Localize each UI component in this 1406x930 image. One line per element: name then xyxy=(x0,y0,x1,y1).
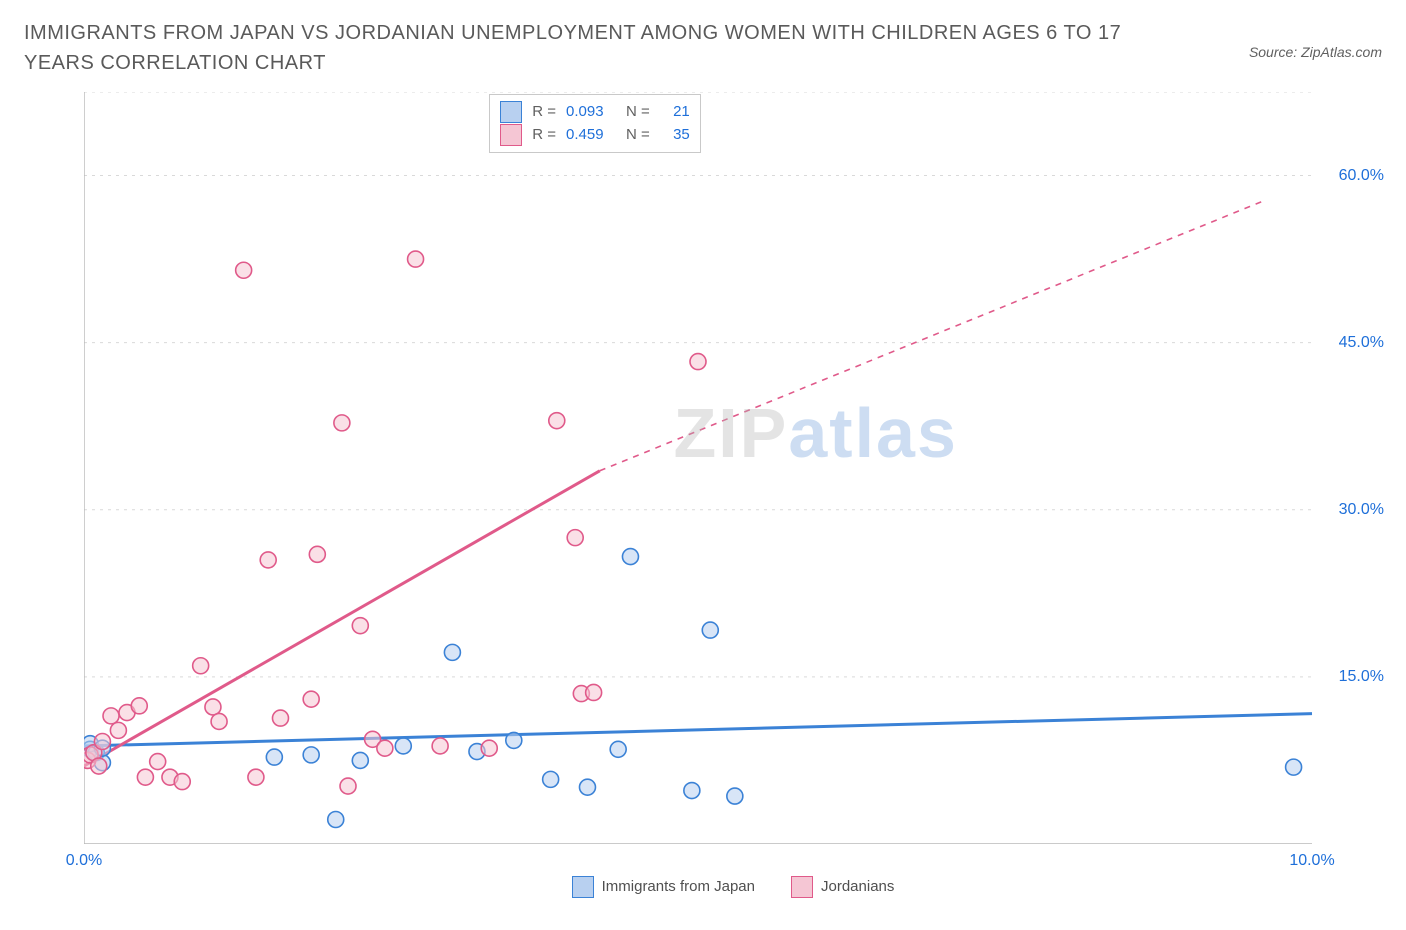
bottom-legend-item: Immigrants from Japan xyxy=(572,876,755,898)
legend-n-value: 21 xyxy=(660,101,690,124)
bottom-legend: Immigrants from Japan Jordanians xyxy=(84,874,1382,900)
legend-swatch xyxy=(500,124,522,146)
plot-area: ZIPatlas R =0.093N =21R =0.459N =35 15.0… xyxy=(84,92,1382,844)
x-tick-label: 0.0% xyxy=(66,852,102,870)
legend-n-label: N = xyxy=(626,101,650,124)
chart-title: IMMIGRANTS FROM JAPAN VS JORDANIAN UNEMP… xyxy=(24,18,1249,78)
scatter-svg xyxy=(84,92,1382,844)
legend-n-value: 35 xyxy=(660,124,690,147)
legend-r-value: 0.459 xyxy=(566,124,616,147)
legend-label: Jordanians xyxy=(821,878,894,895)
stats-legend-row: R = 0.093 N = 21 xyxy=(500,101,690,124)
legend-label: Immigrants from Japan xyxy=(602,878,755,895)
y-tick-label: 60.0% xyxy=(1339,167,1384,185)
legend-r-value: 0.093 xyxy=(566,101,616,124)
legend-swatch xyxy=(791,876,813,898)
legend-r-label: R = xyxy=(532,101,556,124)
stats-legend-row: R = 0.459 N = 35 xyxy=(500,124,690,147)
legend-swatch xyxy=(500,101,522,123)
y-tick-label: 15.0% xyxy=(1339,668,1384,686)
chart-container: Unemployment Among Women with Children A… xyxy=(24,92,1382,900)
x-tick-label: 10.0% xyxy=(1289,852,1334,870)
stats-legend: R = 0.093 N = 21 R = 0.459 N = 35 xyxy=(489,94,701,153)
legend-r-label: R = xyxy=(532,124,556,147)
source-label: Source: ZipAtlas.com xyxy=(1249,18,1382,60)
legend-n-label: N = xyxy=(626,124,650,147)
bottom-legend-item: Jordanians xyxy=(791,876,894,898)
y-tick-label: 45.0% xyxy=(1339,334,1384,352)
legend-swatch xyxy=(572,876,594,898)
y-tick-label: 30.0% xyxy=(1339,501,1384,519)
